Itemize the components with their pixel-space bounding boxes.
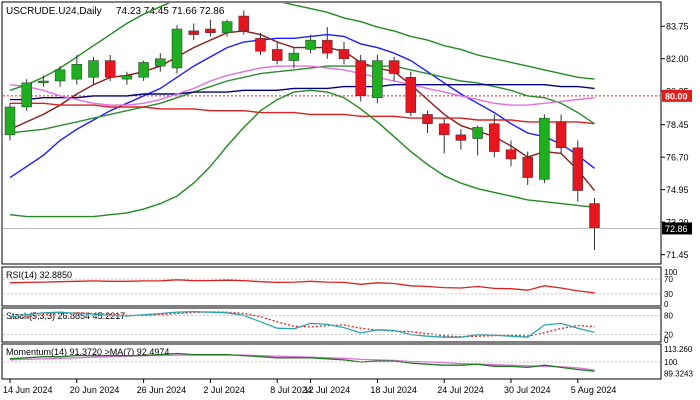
momentum-panel	[1, 343, 662, 380]
candle-body-33	[555, 121, 567, 149]
candle-body-26	[438, 123, 450, 136]
rsi-label: RSI(14) 32.8850	[6, 270, 72, 280]
date-tick-label-1: 20 Jun 2024	[70, 385, 120, 395]
date-tick-label-2: 26 Jun 2024	[137, 385, 187, 395]
rsi-tick-label-2: 30	[664, 290, 673, 299]
rsi-line-rsi	[9, 279, 595, 294]
overlay-line-5	[9, 65, 595, 106]
rsi-tick-label-1: 70	[664, 275, 673, 284]
candle-body-6	[104, 60, 116, 78]
momentum-tick-label-0: 113.260	[664, 345, 693, 354]
candle-body-23	[388, 60, 400, 74]
overlay-line-0	[9, 33, 595, 179]
date-tick-label-6: 18 Jul 2024	[370, 385, 417, 395]
momentum-tick-label-2: 89.3243	[664, 369, 693, 378]
candle-body-18	[305, 39, 316, 50]
date-tick-label-4: 8 Jul 2024	[270, 385, 312, 395]
candle-body-31	[522, 156, 533, 178]
date-tick-label-3: 2 Jul 2024	[203, 385, 245, 395]
candle-body-7	[121, 75, 133, 80]
candle-body-0	[4, 106, 16, 136]
price-tick-label-5: 74.95	[666, 185, 689, 195]
momentum-line-mom	[9, 352, 595, 372]
candle-body-12	[205, 28, 216, 33]
candle-body-28	[472, 127, 483, 139]
overlay-line-4	[10, 83, 595, 101]
rsi-tick-label-0: 100	[664, 268, 678, 277]
stoch-plot	[3, 310, 660, 338]
candle-body-3	[54, 69, 66, 82]
candle-body-16	[271, 49, 283, 61]
momentum-line-ma	[9, 354, 595, 371]
candle-body-10	[171, 28, 183, 69]
date-tick-label-0: 14 Jun 2024	[3, 385, 53, 395]
candle-body-35	[589, 203, 600, 228]
candle-body-22	[372, 60, 383, 98]
level-badge-label: 80.00	[665, 91, 688, 101]
ohlc-header: 74.23 74.45 71.66 72.86	[116, 6, 225, 17]
candle-body-17	[288, 52, 300, 61]
candle-body-27	[455, 134, 467, 141]
overlay-line-7	[9, 89, 595, 218]
stoch-line-d	[9, 311, 595, 338]
candle-body-32	[539, 117, 550, 180]
price-tick-label-3: 78.45	[666, 120, 689, 130]
date-tick-label-7: 24 Jul 2024	[437, 385, 484, 395]
price-tick-label-1: 82.00	[666, 54, 689, 64]
price-plot	[3, 3, 660, 250]
rsi-plot	[3, 278, 660, 295]
momentum-label: Momentum(14) 91.3720 >MA(7) 92.4974	[6, 347, 169, 357]
candle-body-24	[405, 77, 417, 113]
candle-body-19	[322, 39, 333, 54]
level-badge	[662, 89, 692, 102]
candle-body-21	[355, 60, 366, 97]
candle-body-14	[238, 15, 250, 32]
stoch-tick-label-2: 0	[664, 336, 669, 345]
last-price-label: 72.86	[665, 224, 688, 234]
stoch-label: Stoch(5,3,3) 26.8854 45.2217	[6, 311, 125, 321]
chart-title: USCRUDE.U24,Daily	[6, 6, 102, 17]
candle-body-2	[38, 80, 49, 84]
candle-body-9	[155, 58, 166, 67]
rsi-panel	[1, 266, 662, 307]
candle-body-8	[138, 62, 149, 78]
stoch-tick-label-0: 80	[664, 311, 673, 320]
candle-body-11	[188, 30, 199, 35]
candle-body-5	[88, 60, 99, 78]
date-tick-label-5: 12 Jul 2024	[304, 385, 351, 395]
overlay-line-6	[9, 3, 595, 91]
candle-body-30	[505, 149, 517, 160]
date-tick-label-8: 30 Jul 2024	[504, 385, 551, 395]
last-price-badge	[662, 222, 692, 235]
overlay-line-2	[9, 65, 595, 134]
candle-body-34	[572, 147, 584, 191]
candle-body-4	[71, 64, 83, 80]
price-tick-label-4: 76.70	[666, 153, 689, 163]
momentum-plot	[3, 352, 660, 372]
candle-body-25	[422, 114, 433, 124]
stoch-tick-label-1: 20	[664, 331, 673, 340]
candle-body-13	[221, 21, 233, 33]
price-tick-label-7: 71.45	[666, 250, 689, 260]
candle-body-20	[338, 49, 350, 59]
candle-body-1	[21, 82, 32, 108]
overlay-line-3	[10, 102, 595, 125]
candle-body-29	[489, 123, 500, 152]
rsi-tick-label-3: 0	[664, 300, 669, 309]
momentum-tick-label-1: 100	[664, 358, 678, 367]
date-tick-label-9: 5 Aug 2024	[571, 385, 617, 395]
candle-body-15	[255, 38, 266, 52]
price-tick-label-0: 83.75	[666, 22, 689, 32]
